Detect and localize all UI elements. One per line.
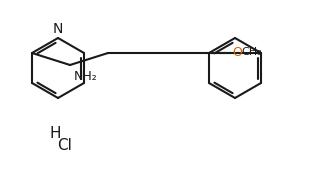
Text: CH₃: CH₃ <box>241 47 262 57</box>
Text: H: H <box>49 125 61 141</box>
Text: N: N <box>53 22 63 36</box>
Text: Cl: Cl <box>58 138 73 152</box>
Text: O: O <box>232 45 242 58</box>
Text: NH₂: NH₂ <box>74 70 98 83</box>
